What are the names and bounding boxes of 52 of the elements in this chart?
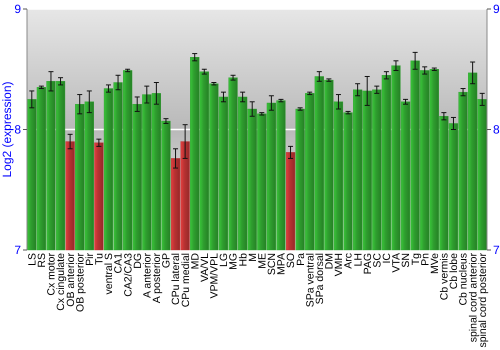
x-tick-label: Cx cingulate: [55, 252, 68, 311]
x-tick-label: PAG: [362, 253, 374, 274]
x-tick-label: SCN: [266, 253, 278, 276]
y-tick-label: 8: [14, 122, 22, 137]
x-tick-label: Pir: [84, 252, 96, 266]
x-tick-label: A anterior: [141, 252, 154, 298]
x-tick-label: Hb: [237, 252, 250, 266]
x-tick-label: SO: [285, 253, 298, 268]
x-tick-label: Cb lobe: [448, 252, 460, 290]
x-tick-label: RS: [36, 253, 48, 268]
x-tick-label: VA/VL: [198, 252, 211, 282]
x-tick-label: IC: [381, 252, 394, 264]
x-tick-label: M: [246, 253, 259, 262]
x-tick-label: SC: [371, 252, 384, 268]
x-tick-label: LH: [352, 253, 364, 266]
x-tick-label: spinal cord posterior: [476, 252, 489, 348]
y2-tick-label: 9: [493, 2, 500, 16]
x-tick-label: VPM/VPL: [208, 252, 221, 299]
x-tick-label: MVe: [428, 252, 441, 274]
x-tick-label: SN: [400, 253, 412, 268]
x-tick-label: SPa dorsal: [314, 253, 326, 304]
x-tick-label: Tg: [410, 252, 422, 266]
x-tick-label: Pa: [294, 252, 307, 266]
y-axis-title: Log2 (expression): [0, 81, 14, 178]
x-tick-label: VTA: [390, 253, 403, 273]
x-tick-label: CPu medial: [180, 253, 192, 308]
x-tick-label: DM: [324, 253, 336, 270]
y2-tick-label: 7: [493, 243, 500, 258]
x-tick-label: OB posterior: [74, 252, 86, 312]
x-tick-label: LS: [26, 253, 38, 266]
x-tick-label: MG: [228, 253, 240, 270]
x-tick-label: MD: [189, 252, 202, 270]
x-tick-label: A posterior: [151, 252, 164, 304]
y-tick-label: 7: [14, 243, 22, 258]
x-tick-label: ventral S: [103, 253, 116, 294]
x-tick-label: VMH: [333, 253, 346, 276]
x-tick-label: DG: [132, 253, 144, 269]
y2-tick-label: 8: [493, 122, 500, 137]
x-tick-label: CPu lateral: [170, 253, 182, 305]
x-tick-label: ME: [256, 253, 268, 269]
x-tick-label: OB anterior: [64, 252, 77, 307]
x-tick-label: Arc: [342, 253, 355, 269]
x-tick-label: Cb nucleus: [458, 253, 470, 306]
x-tick-label: MPA: [276, 253, 288, 275]
x-tick-label: CA1: [112, 252, 125, 274]
x-tick-label: GP: [160, 253, 173, 268]
x-tick-label: SPa ventral: [304, 253, 316, 308]
y-tick-label: 9: [14, 2, 22, 16]
x-tick-label: LG: [218, 253, 230, 268]
x-tick-label: spinal cord anterior: [467, 252, 480, 342]
x-tick-label: CA2/CA3: [122, 252, 134, 297]
x-tick-label: Tu: [94, 252, 106, 265]
